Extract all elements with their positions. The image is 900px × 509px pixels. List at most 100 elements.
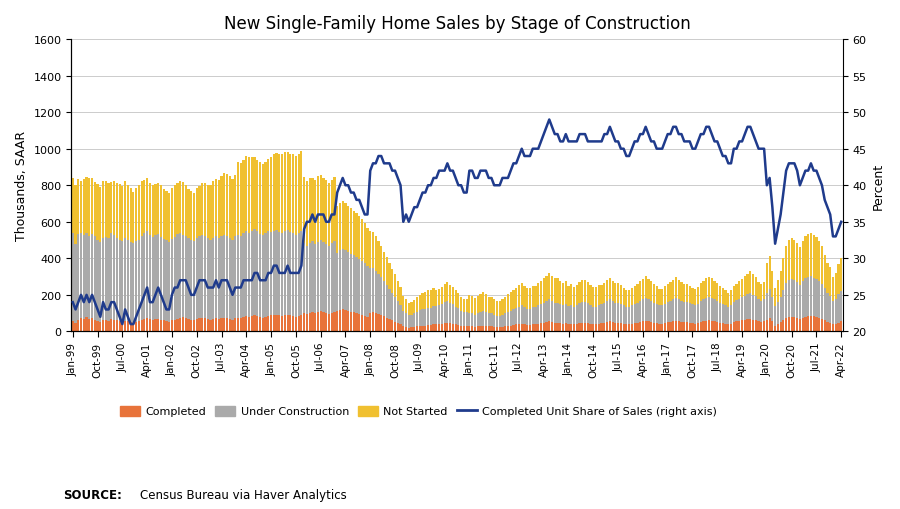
Bar — [160, 320, 162, 332]
Bar — [834, 299, 837, 324]
Bar — [148, 235, 151, 319]
Bar — [708, 277, 710, 297]
Bar — [678, 300, 680, 322]
Bar — [289, 233, 292, 316]
Bar — [231, 180, 234, 240]
Bar — [724, 291, 726, 306]
Bar — [644, 298, 647, 321]
Bar — [400, 287, 401, 306]
Bar — [526, 289, 528, 309]
Bar — [697, 304, 699, 324]
Bar — [116, 238, 118, 321]
Bar — [675, 298, 677, 321]
Bar — [182, 318, 184, 332]
Bar — [259, 163, 261, 234]
Bar — [670, 301, 671, 322]
Bar — [176, 235, 178, 319]
Bar — [840, 322, 842, 332]
Bar — [543, 279, 544, 303]
Bar — [259, 234, 261, 317]
Bar — [289, 316, 292, 332]
Bar — [779, 272, 782, 297]
Bar — [201, 318, 203, 332]
Bar — [818, 242, 820, 281]
Bar — [482, 326, 484, 332]
Bar — [361, 261, 363, 315]
Bar — [730, 291, 733, 306]
Bar — [562, 284, 564, 306]
Bar — [782, 321, 785, 332]
Bar — [611, 323, 614, 332]
Bar — [457, 294, 460, 308]
Bar — [184, 319, 187, 332]
Bar — [697, 324, 699, 332]
Bar — [309, 179, 310, 244]
Bar — [548, 300, 551, 322]
Bar — [427, 290, 429, 308]
Bar — [168, 243, 170, 323]
Text: SOURCE:: SOURCE: — [63, 489, 122, 501]
Bar — [829, 268, 832, 296]
Bar — [788, 241, 790, 280]
Bar — [802, 281, 804, 318]
Bar — [284, 315, 286, 332]
Bar — [364, 316, 365, 332]
Bar — [548, 274, 551, 300]
Bar — [292, 155, 294, 234]
Bar — [551, 301, 554, 322]
Bar — [512, 325, 515, 332]
Bar — [424, 293, 427, 309]
Bar — [520, 324, 523, 332]
Bar — [454, 307, 456, 325]
Bar — [77, 320, 79, 332]
Bar — [686, 285, 688, 302]
Bar — [686, 302, 688, 323]
Bar — [113, 320, 115, 332]
Bar — [215, 319, 217, 332]
Bar — [672, 300, 674, 322]
Bar — [702, 300, 705, 322]
Bar — [72, 234, 74, 321]
Bar — [760, 323, 762, 332]
Bar — [429, 290, 432, 308]
Bar — [595, 287, 598, 307]
Bar — [488, 297, 490, 314]
Bar — [477, 314, 479, 327]
Bar — [688, 287, 691, 303]
Bar — [623, 306, 625, 324]
Bar — [116, 321, 118, 332]
Bar — [670, 282, 671, 301]
Bar — [793, 241, 796, 280]
Bar — [262, 318, 264, 332]
Bar — [535, 286, 536, 307]
Bar — [771, 298, 773, 322]
Bar — [251, 316, 253, 332]
Bar — [608, 300, 611, 322]
Bar — [746, 295, 749, 319]
Bar — [672, 322, 674, 332]
Bar — [600, 286, 603, 304]
Bar — [706, 279, 707, 298]
Bar — [237, 318, 239, 332]
Bar — [545, 276, 547, 301]
Bar — [220, 319, 222, 332]
Bar — [201, 183, 203, 236]
Bar — [571, 285, 572, 305]
Bar — [584, 302, 586, 323]
Bar — [785, 284, 788, 319]
Bar — [702, 281, 705, 300]
Bar — [317, 177, 319, 242]
Bar — [738, 281, 741, 299]
Bar — [628, 307, 630, 325]
Bar — [416, 298, 418, 312]
Bar — [562, 324, 564, 332]
Bar — [620, 324, 622, 332]
Bar — [554, 279, 556, 303]
Bar — [218, 181, 220, 239]
Bar — [380, 246, 382, 278]
Bar — [662, 289, 663, 306]
Bar — [480, 313, 482, 326]
Bar — [652, 285, 655, 303]
Bar — [788, 318, 790, 332]
Bar — [75, 244, 76, 324]
